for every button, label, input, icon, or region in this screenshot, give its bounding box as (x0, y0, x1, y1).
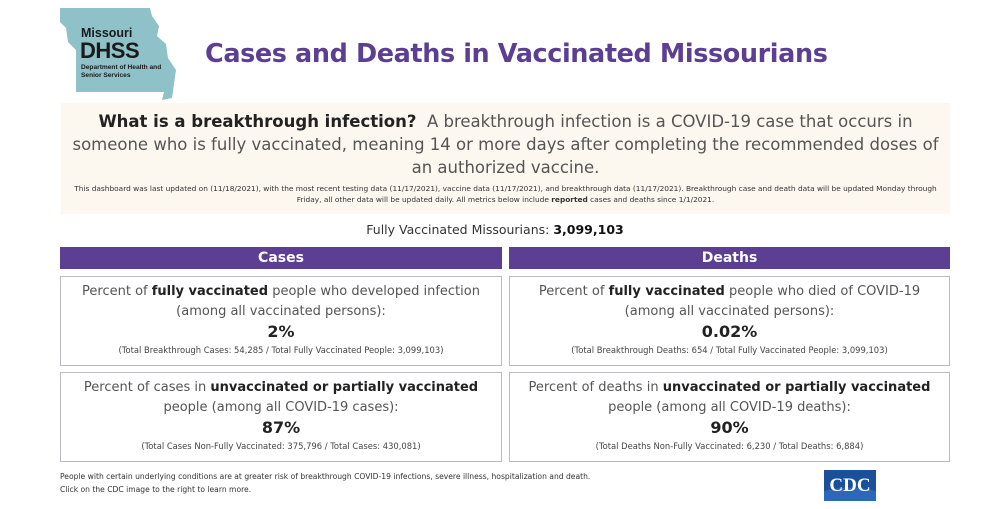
card-cases-unvaccinated: Percent of cases in unvaccinated or part… (60, 372, 502, 462)
logo-text-missouri: Missouri (81, 26, 133, 40)
card-percentage: 2% (267, 322, 295, 341)
cases-header: Cases (60, 247, 502, 269)
card-description: Percent of cases in unvaccinated or part… (61, 373, 501, 418)
cdc-logo-link[interactable]: CDC (824, 470, 876, 501)
card-text-pre: Percent of deaths in (528, 380, 659, 395)
card-text-post: people (among all COVID-19 cases): (163, 400, 399, 415)
card-text-bold: unvaccinated or partially vaccinated (662, 380, 931, 395)
update-note-part1: This dashboard was last updated on (11/1… (74, 184, 937, 204)
card-percentage: 87% (261, 418, 301, 437)
deaths-header: Deaths (509, 247, 950, 269)
card-percentage: 90% (710, 418, 749, 437)
card-text-bold: unvaccinated or partially vaccinated (210, 380, 479, 395)
card-description: Percent of deaths in unvaccinated or par… (510, 373, 949, 418)
card-cases-fully-vaccinated: Percent of fully vaccinated people who d… (60, 276, 502, 366)
update-note: This dashboard was last updated on (11/1… (61, 179, 950, 205)
breakthrough-question: What is a breakthrough infection? (98, 112, 417, 131)
card-deaths-unvaccinated: Percent of deaths in unvaccinated or par… (509, 372, 950, 462)
cdc-logo: CDC (824, 470, 876, 501)
card-text-pre: Percent of (538, 284, 605, 299)
card-totals: (Total Breakthrough Deaths: 654 / Total … (571, 345, 888, 355)
cdc-logo-text: CDC (829, 475, 870, 496)
card-text-pre: Percent of cases in (83, 380, 207, 395)
update-note-bold: reported (551, 195, 588, 204)
card-text-bold: fully vaccinated (608, 284, 725, 299)
card-text-post: people who developed infection (among al… (176, 284, 480, 319)
card-text-bold: fully vaccinated (151, 284, 269, 299)
card-description: Percent of fully vaccinated people who d… (61, 277, 501, 322)
card-deaths-fully-vaccinated: Percent of fully vaccinated people who d… (509, 276, 950, 366)
logo-text-dhss: DHSS (80, 38, 140, 63)
fully-vaccinated-label: Fully Vaccinated Missourians: (366, 222, 550, 237)
footer-line-1: People with certain underlying condition… (60, 472, 591, 481)
page-title: Cases and Deaths in Vaccinated Missouria… (205, 39, 828, 69)
card-totals: (Total Breakthrough Cases: 54,285 / Tota… (118, 345, 444, 355)
footer-line-2: Click on the CDC image to the right to l… (60, 485, 252, 494)
missouri-state-shape (60, 8, 176, 100)
card-text-post: people (among all COVID-19 deaths): (608, 400, 851, 415)
breakthrough-definition: What is a breakthrough infection? A brea… (61, 103, 950, 179)
footer-note: People with certain underlying condition… (60, 470, 590, 496)
logo-text-department: Department of Health and Senior Services (81, 64, 162, 79)
fully-vaccinated-value: 3,099,103 (553, 222, 624, 237)
card-text-post: people who died of COVID-19 (among all v… (624, 284, 921, 319)
breakthrough-info-box: What is a breakthrough infection? A brea… (61, 103, 950, 214)
card-totals: (Total Cases Non-Fully Vaccinated: 375,7… (141, 441, 421, 451)
fully-vaccinated-summary: Fully Vaccinated Missourians: 3,099,103 (0, 222, 990, 237)
dhss-logo: Missouri DHSS Department of Health and S… (58, 6, 180, 102)
update-note-part2: cases and deaths since 1/1/2021. (590, 195, 715, 204)
card-percentage: 0.02% (701, 322, 758, 341)
card-totals: (Total Deaths Non-Fully Vaccinated: 6,23… (595, 441, 864, 451)
breakthrough-definition-text: A breakthrough infection is a COVID-19 c… (72, 112, 939, 177)
card-description: Percent of fully vaccinated people who d… (510, 277, 949, 322)
card-text-pre: Percent of (82, 284, 148, 299)
